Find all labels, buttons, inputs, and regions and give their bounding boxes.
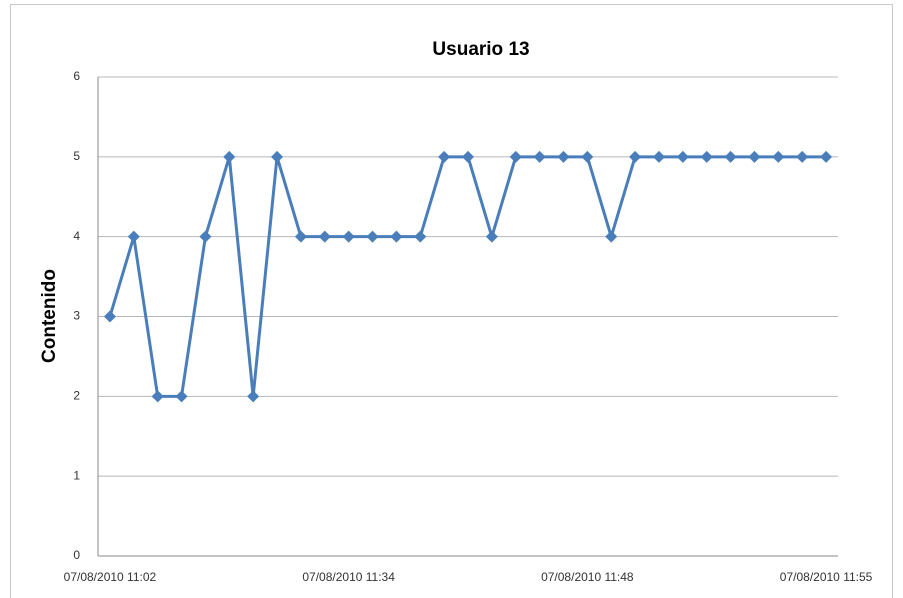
x-tick-label: 07/08/2010 11:55 <box>780 570 873 584</box>
marker <box>533 150 546 163</box>
x-tick-label: 07/08/2010 11:02 <box>64 570 157 584</box>
x-tick-label: 07/08/2010 11:34 <box>302 570 395 584</box>
marker <box>748 150 761 163</box>
marker <box>199 230 212 243</box>
marker <box>414 230 427 243</box>
marker <box>485 230 498 243</box>
marker <box>462 150 474 163</box>
y-tick-label: 1 <box>73 468 80 482</box>
y-tick-label: 5 <box>73 149 80 163</box>
marker <box>366 230 379 243</box>
y-tick-label: 2 <box>73 389 80 403</box>
y-tick-label: 3 <box>73 309 80 323</box>
marker <box>271 150 284 163</box>
marker <box>342 230 355 243</box>
marker <box>629 150 642 163</box>
marker <box>103 310 116 323</box>
chart-title: Usuario 13 <box>432 39 529 60</box>
marker <box>223 150 236 163</box>
marker <box>151 390 164 403</box>
chart-frame <box>10 4 893 598</box>
marker <box>509 150 522 163</box>
marker <box>390 230 403 243</box>
marker <box>127 230 140 243</box>
marker <box>175 390 188 403</box>
marker <box>700 150 713 163</box>
marker <box>557 150 570 163</box>
marker <box>247 390 260 403</box>
y-axis-title: Contenido <box>39 269 60 363</box>
marker <box>318 230 331 243</box>
marker <box>820 150 833 163</box>
marker <box>652 150 665 163</box>
marker <box>605 230 618 243</box>
y-tick-label: 6 <box>73 69 80 83</box>
y-tick-label: 0 <box>73 548 80 562</box>
marker <box>796 150 809 163</box>
marker <box>676 150 689 163</box>
marker <box>581 150 594 163</box>
y-tick-label: 4 <box>73 229 80 243</box>
marker <box>772 150 785 163</box>
marker <box>724 150 737 163</box>
marker <box>438 150 451 163</box>
marker <box>294 230 307 243</box>
x-tick-label: 07/08/2010 11:48 <box>541 570 634 584</box>
